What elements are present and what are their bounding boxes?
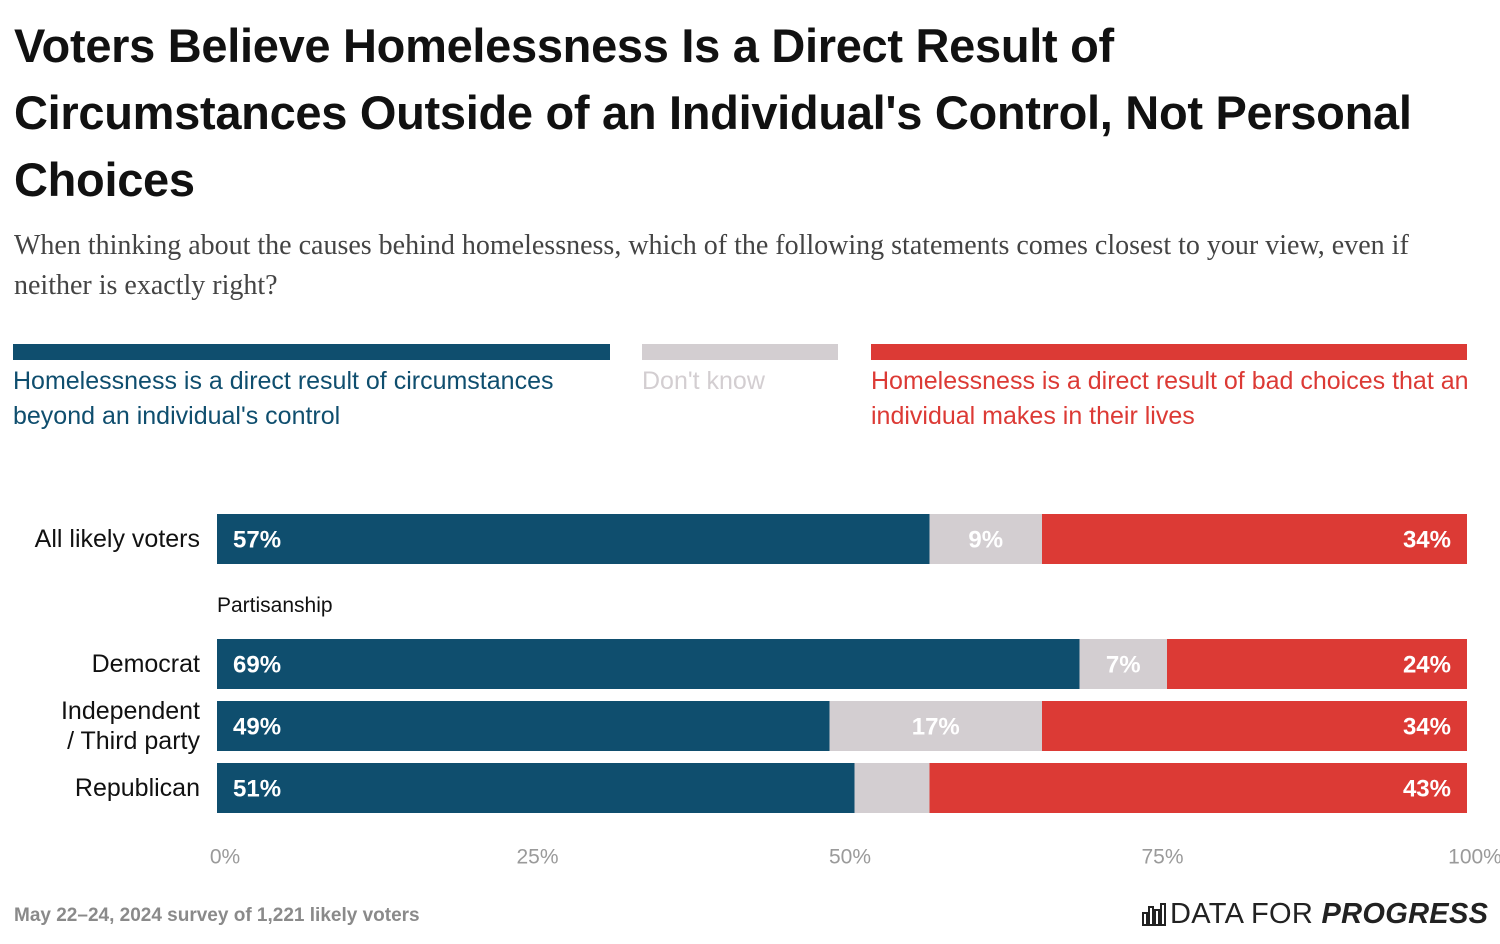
bar-segment	[1042, 514, 1467, 564]
x-tick-label: 0%	[210, 846, 240, 869]
bar-segment	[1167, 639, 1467, 689]
value-label: 24%	[1403, 651, 1451, 678]
bar-segment	[217, 763, 855, 813]
chart-subtitle: When thinking about the causes behind ho…	[14, 230, 1409, 301]
bar-segment	[929, 763, 1467, 813]
value-label: 43%	[1403, 775, 1451, 802]
category-label: Republican	[74, 774, 200, 802]
brand-icon	[1142, 903, 1166, 926]
bar-segment	[829, 701, 1042, 751]
x-tick-label: 25%	[516, 846, 558, 869]
bar-segment	[854, 763, 930, 813]
brand: DATA FOR PROGRESS	[1170, 898, 1488, 931]
x-tick-label: 100%	[1448, 846, 1500, 869]
value-label: 7%	[1106, 651, 1141, 678]
legend-swatch	[871, 344, 1467, 360]
bar-segment	[1079, 639, 1167, 689]
legend-label: Homelessness is a direct result of bad c…	[871, 367, 1469, 430]
value-label: 34%	[1403, 713, 1451, 740]
category-label: Democrat	[91, 650, 200, 678]
value-label: 69%	[233, 651, 281, 678]
bar-segment	[929, 514, 1042, 564]
value-label: 34%	[1403, 526, 1451, 553]
x-tick-label: 75%	[1141, 846, 1183, 869]
category-label: All likely voters	[34, 525, 200, 553]
legend-label: Homelessness is a direct result of circu…	[13, 367, 554, 430]
legend-label: Don't know	[642, 367, 765, 395]
value-label: 49%	[233, 713, 281, 740]
value-label: 57%	[233, 526, 281, 553]
bar-segment	[217, 701, 830, 751]
x-tick-label: 50%	[829, 846, 871, 869]
value-label: 17%	[912, 713, 960, 740]
value-label: 51%	[233, 775, 281, 802]
brand-prefix: DATA FOR	[1170, 898, 1314, 930]
source-note: May 22–24, 2024 survey of 1,221 likely v…	[14, 905, 420, 926]
category-label: Independent / Third party	[60, 697, 200, 755]
legend-swatch	[642, 344, 838, 360]
bar-segment	[217, 639, 1080, 689]
bar-segment	[217, 514, 930, 564]
chart-title: Voters Believe Homelessness Is a Direct …	[14, 19, 1412, 206]
brand-emphasis: PROGRESS	[1321, 898, 1489, 930]
value-label: 9%	[968, 526, 1003, 553]
bar-segment	[1042, 701, 1467, 751]
legend-swatch	[13, 344, 610, 360]
group-label: Partisanship	[217, 594, 333, 617]
